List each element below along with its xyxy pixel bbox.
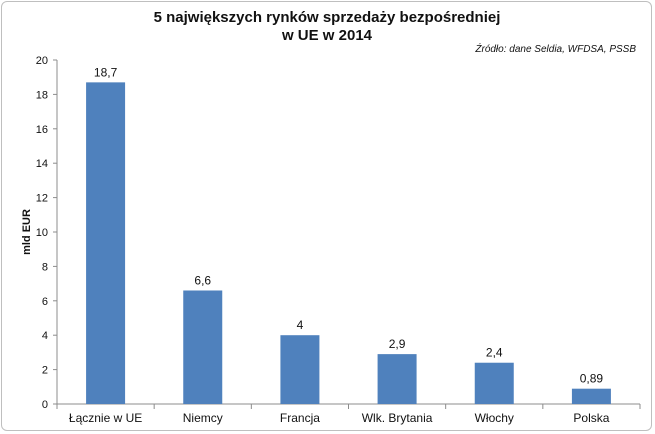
axes <box>56 60 641 409</box>
y-tick-label: 16 <box>36 124 48 136</box>
y-tick-label: 4 <box>42 330 48 342</box>
y-tick-label: 18 <box>36 89 48 101</box>
y-tick-label: 10 <box>36 227 48 239</box>
bars <box>86 82 611 405</box>
category-labels: Łącznie w UE Niemcy Francja Wlk. Brytania Wł… <box>69 411 610 425</box>
category-label: Niemcy <box>183 411 223 425</box>
bar <box>280 335 320 404</box>
y-tick-label: 12 <box>36 193 48 205</box>
chart-title-line-2: w UE w 2014 <box>281 27 373 44</box>
chart-title-line-1: 5 największych rynków sprzedaży bezpośre… <box>154 9 501 26</box>
y-tick-label: 2 <box>42 365 48 377</box>
data-labels: 18,7 6,6 4 2,9 2,4 0,89 <box>94 65 604 385</box>
y-tick-label: 0 <box>42 399 48 411</box>
y-tick-label: 8 <box>42 261 48 273</box>
category-label: Francja <box>280 411 320 425</box>
chart-source: Źródło: dane Seldia, WFDSA, PSSB <box>474 42 636 55</box>
y-tick-label: 14 <box>36 158 48 170</box>
data-label: 0,89 <box>580 372 604 386</box>
data-label: 6,6 <box>194 273 211 287</box>
category-label: Łącznie w UE <box>69 411 142 425</box>
y-ticks: 0 2 4 6 8 10 12 14 16 18 20 <box>36 55 57 411</box>
bar <box>377 354 417 404</box>
category-label: Włochy <box>475 411 514 425</box>
data-label: 2,9 <box>389 337 406 351</box>
category-label: Wlk. Brytania <box>362 411 433 425</box>
bar <box>86 82 126 405</box>
data-label: 4 <box>297 318 304 332</box>
y-tick-label: 6 <box>42 296 48 308</box>
y-axis-label: mld EUR <box>21 209 33 255</box>
bar <box>474 362 514 404</box>
data-label: 18,7 <box>94 65 118 79</box>
bar <box>183 290 223 404</box>
data-label: 2,4 <box>486 346 503 360</box>
category-label: Polska <box>573 411 609 425</box>
bar <box>571 388 611 404</box>
y-tick-label: 20 <box>36 55 48 67</box>
